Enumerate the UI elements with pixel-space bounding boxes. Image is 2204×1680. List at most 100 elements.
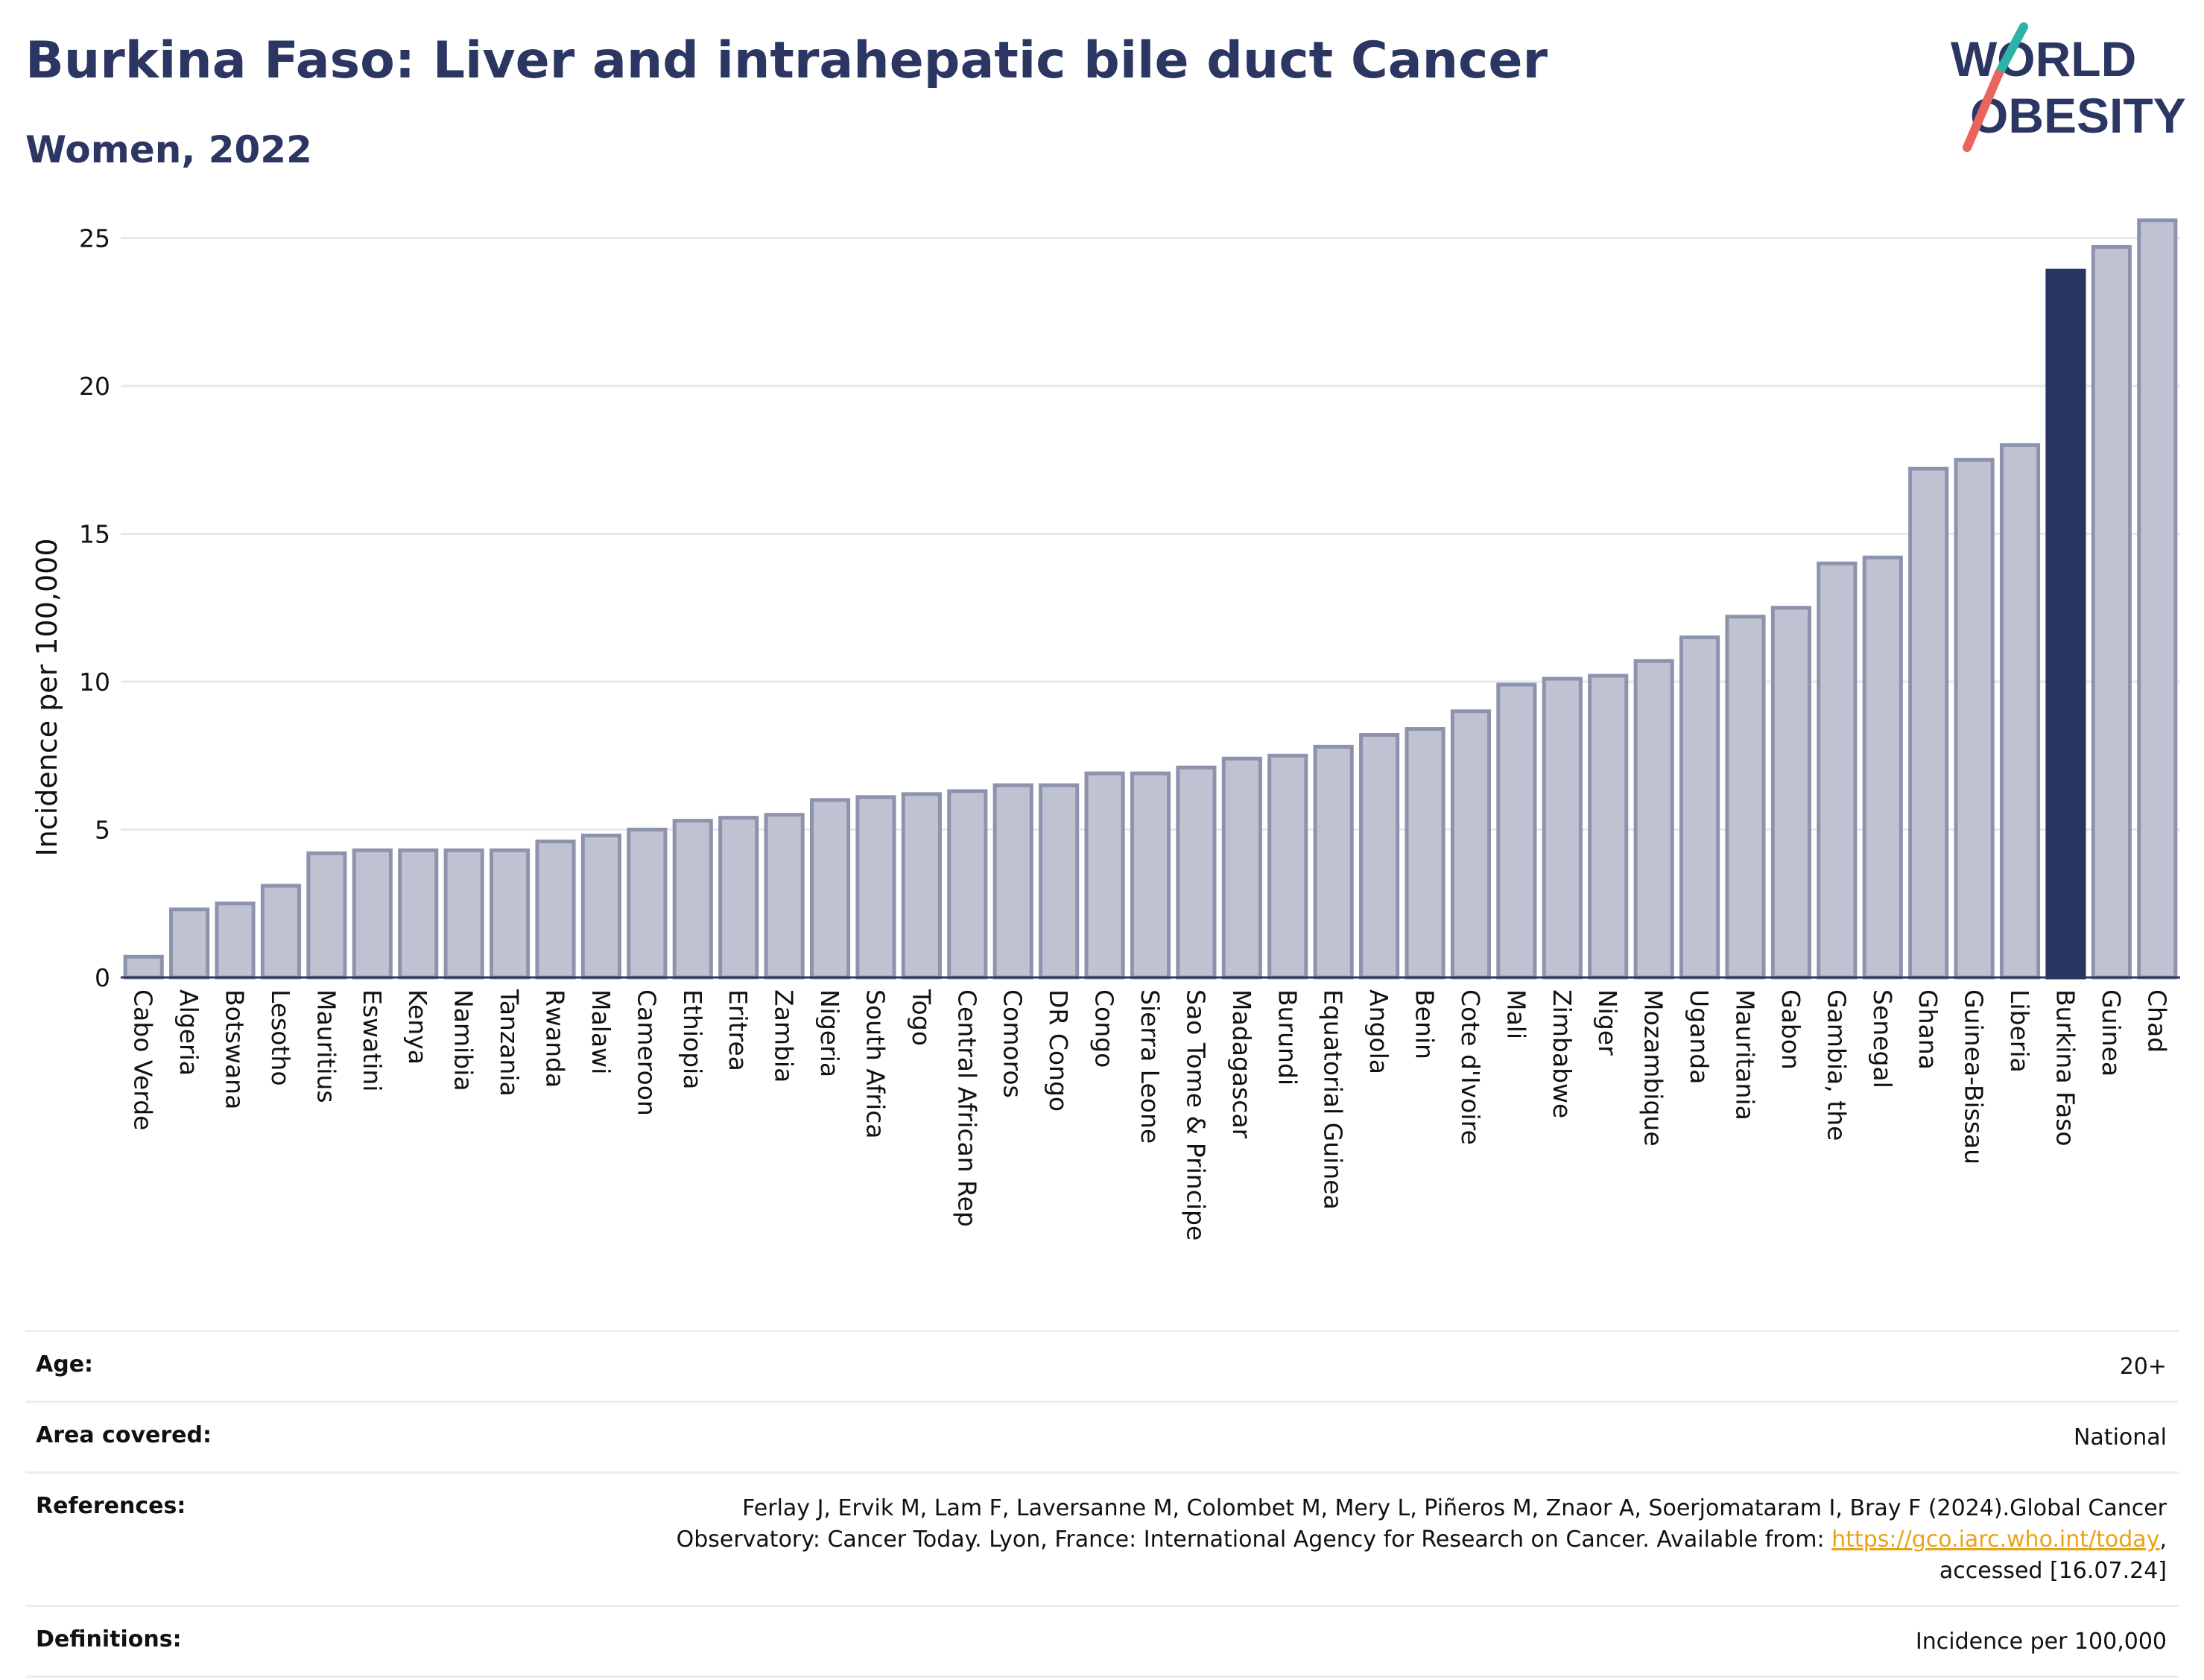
info-row-definitions: Definitions: Incidence per 100,000 (25, 1605, 2179, 1678)
bar-tanzania (490, 848, 531, 980)
bar-cabo-verde (123, 954, 164, 980)
bar-eritrea (718, 816, 759, 980)
x-tick-label: Guinea-Bissau (1960, 989, 1989, 1164)
bar-ethiopia (672, 819, 713, 980)
bar-south-africa (855, 795, 896, 980)
x-tick-label: Senegal (1868, 989, 1897, 1088)
y-tick-label: 25 (79, 224, 110, 253)
x-tick-label: Rwanda (541, 989, 570, 1088)
x-tick-label: Mauritania (1730, 989, 1759, 1120)
x-tick-label: Sao Tome & Principe (1181, 989, 1210, 1240)
y-tick-label: 15 (79, 520, 110, 549)
x-tick-label: Cabo Verde (129, 989, 158, 1130)
x-tick-label: Sierra Leone (1136, 989, 1165, 1144)
bar-botswana (215, 901, 256, 980)
x-tick-label: Central African Rep (952, 989, 981, 1227)
x-tick-label: Mali (1501, 989, 1530, 1039)
bars (123, 218, 2178, 980)
bar-sierra-leone (1130, 771, 1171, 980)
references-comma: , (2159, 1527, 2167, 1553)
bar-kenya (398, 848, 439, 980)
bar-burundi (1267, 753, 1308, 980)
x-tick-labels: Cabo Verde Algeria Botswana Lesotho Mauritiu… (129, 989, 2172, 1240)
x-tick-label: Namibia (449, 989, 478, 1091)
info-row-age: Age: 20+ (25, 1330, 2179, 1401)
age-value: 20+ (2119, 1354, 2167, 1380)
x-tick-label: Burkina Faso (2051, 989, 2080, 1147)
bar-mali (1496, 682, 1537, 980)
x-tick-label: Burundi (1273, 989, 1302, 1085)
y-tick-label: 5 (95, 816, 110, 845)
info-table: Age: 20+ Area covered: National Referenc… (25, 1330, 2179, 1678)
x-tick-label: South Africa (861, 989, 890, 1139)
x-tick-label: Cote d'Ivoire (1456, 989, 1485, 1145)
logo-stripe-teal (1994, 22, 2028, 79)
y-tick-label: 10 (79, 668, 110, 697)
x-tick-label: Mauritius (311, 989, 341, 1103)
definitions-label: Definitions: (36, 1626, 182, 1652)
chart-subtitle: Women, 2022 (25, 128, 312, 171)
bar-ghana (1908, 466, 1949, 980)
bar-comoros (992, 783, 1033, 980)
x-tick-label: Eritrea (723, 989, 753, 1071)
x-tick-label: Gambia, the (1822, 989, 1851, 1141)
bar-liberia (1999, 443, 2041, 980)
x-tick-label: Benin (1410, 989, 1440, 1059)
bar-madagascar (1221, 756, 1262, 980)
bar-malawi (580, 833, 622, 980)
references-line1: Ferlay J, Ervik M, Lam F, Laversanne M, … (742, 1495, 2167, 1521)
y-tick-label: 0 (95, 963, 110, 992)
bar-togo (901, 792, 942, 980)
info-row-area: Area covered: National (25, 1401, 2179, 1471)
x-tick-label: Malawi (586, 989, 615, 1074)
age-label: Age: (36, 1351, 94, 1378)
bar-eswatini (352, 848, 393, 980)
bar-niger (1588, 673, 1629, 980)
y-tick-label: 20 (79, 372, 110, 401)
x-tick-label: Chad (2142, 989, 2171, 1053)
bar-rwanda (535, 839, 576, 980)
x-tick-label: Togo (907, 989, 936, 1046)
x-tick-label: Algeria (174, 989, 203, 1076)
bar-namibia (443, 848, 484, 980)
bar-congo (1084, 771, 1125, 980)
bar-algeria (169, 907, 210, 980)
bar-mauritius (306, 851, 347, 980)
x-tick-label: Nigeria (815, 989, 844, 1077)
references-line2: Observatory: Cancer Today. Lyon, France:… (676, 1527, 1832, 1553)
logo-stripe-coral (1963, 70, 2003, 152)
bar-cameroon (627, 828, 668, 980)
x-tick-label: Kenya (403, 989, 432, 1065)
bar-angola (1359, 732, 1400, 980)
x-tick-label: Equatorial Guinea (1319, 989, 1348, 1210)
logo-line2: OBESITY (1970, 88, 2186, 143)
x-tick-label: Congo (1090, 989, 1119, 1068)
x-tick-label: Comoros (998, 989, 1027, 1098)
bar-benin (1405, 727, 1445, 980)
chart-title: Burkina Faso: Liver and intrahepatic bil… (25, 31, 1548, 90)
x-tick-label: Madagascar (1227, 989, 1256, 1139)
x-tick-label: Ghana (1913, 989, 1942, 1070)
x-tick-label: Eswatini (358, 989, 387, 1091)
x-tick-label: Angola (1364, 989, 1393, 1074)
area-label: Area covered: (36, 1422, 212, 1448)
bar-mauritania (1725, 615, 1766, 980)
references-line3: accessed [16.07.24] (1939, 1558, 2167, 1584)
x-tick-label: Liberia (2005, 989, 2034, 1073)
references-label: References: (36, 1493, 186, 1519)
bar-central-african-rep (947, 789, 988, 980)
bar-cote-d-ivoire (1450, 709, 1492, 980)
x-tick-label: Botswana (221, 989, 250, 1109)
x-tick-label: Uganda (1685, 989, 1714, 1084)
bar-sao-tome-principe (1176, 765, 1217, 980)
references-link[interactable]: https://gco.iarc.who.int/today (1831, 1527, 2160, 1553)
bar-gabon (1770, 606, 1811, 980)
x-tick-label: DR Congo (1044, 989, 1073, 1112)
world-obesity-logo: WORLD OBESITY (1951, 22, 2186, 152)
bar-equatorial-guinea (1313, 744, 1354, 980)
bar-chart: 0 5 10 15 20 25 Cabo Verde Algeria Botswana Leso… (31, 218, 2180, 1240)
bar-nigeria (809, 798, 851, 980)
references-value: Ferlay J, Ervik M, Lam F, Laversanne M, … (677, 1493, 2167, 1587)
y-axis-label: Incidence per 100,000 (31, 538, 63, 856)
bar-zambia (764, 813, 805, 980)
